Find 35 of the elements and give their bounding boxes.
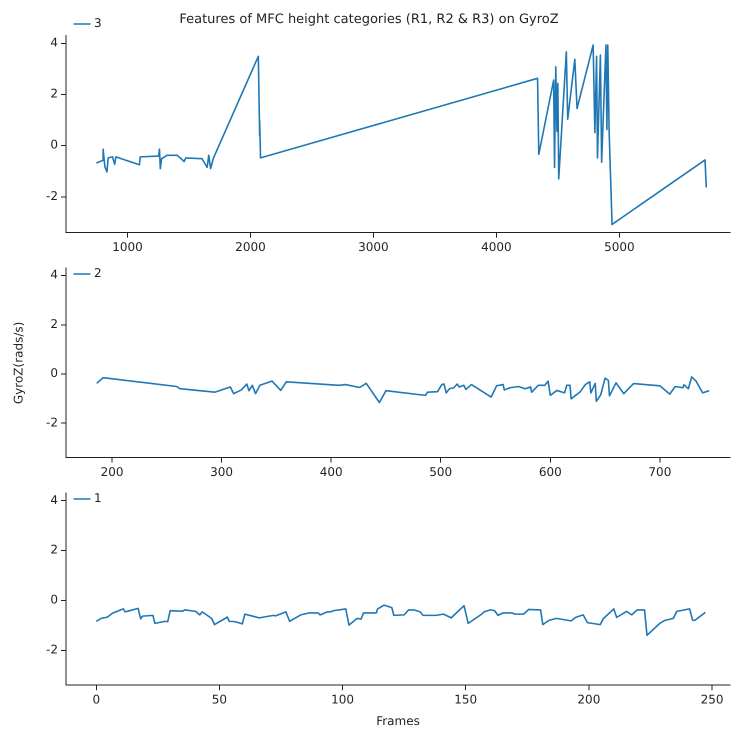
x-tick-label: 500 (429, 464, 452, 479)
y-tick-label: 4 (50, 268, 58, 282)
x-tick-label: 3000 (358, 240, 389, 254)
y-tick-label: 4 (50, 35, 58, 50)
y-tick-label: 0 (50, 138, 58, 152)
y-axis-title: GyroZ(rads/s) (11, 322, 26, 404)
y-tick-label: -2 (46, 415, 58, 430)
x-tick-label: 250 (700, 692, 724, 707)
y-tick-label: 4 (50, 492, 58, 507)
x-tick-label: 50 (212, 692, 228, 707)
x-tick-label: 2000 (235, 240, 266, 254)
y-tick-label: 0 (50, 366, 58, 380)
x-tick-label: 150 (454, 692, 478, 707)
y-tick-label: 2 (50, 86, 58, 101)
x-tick-label: 400 (320, 464, 343, 479)
y-tick-label: -2 (46, 188, 58, 203)
x-tick-label: 300 (210, 464, 234, 479)
chart-title: Features of MFC height categories (R1, R2 & R3) on GyroZ (179, 12, 559, 28)
x-tick-label: 100 (331, 692, 354, 707)
legend-label: 1 (94, 491, 102, 506)
x-tick-label: 200 (100, 464, 124, 479)
y-tick-label: 2 (50, 542, 58, 557)
legend-label: 3 (94, 16, 102, 30)
x-tick-label: 1000 (112, 240, 143, 254)
x-tick-label: 5000 (604, 240, 635, 254)
x-tick-label: 700 (648, 464, 672, 479)
x-tick-label: 4000 (481, 240, 512, 254)
x-tick-label: 200 (577, 692, 600, 707)
x-tick-label: 0 (92, 692, 100, 707)
y-tick-label: 2 (50, 316, 58, 331)
x-tick-label: 600 (538, 464, 562, 479)
x-axis-title: Frames (376, 714, 420, 728)
legend-label: 2 (94, 266, 102, 280)
y-tick-label: -2 (46, 642, 58, 656)
y-tick-label: 0 (50, 592, 58, 607)
